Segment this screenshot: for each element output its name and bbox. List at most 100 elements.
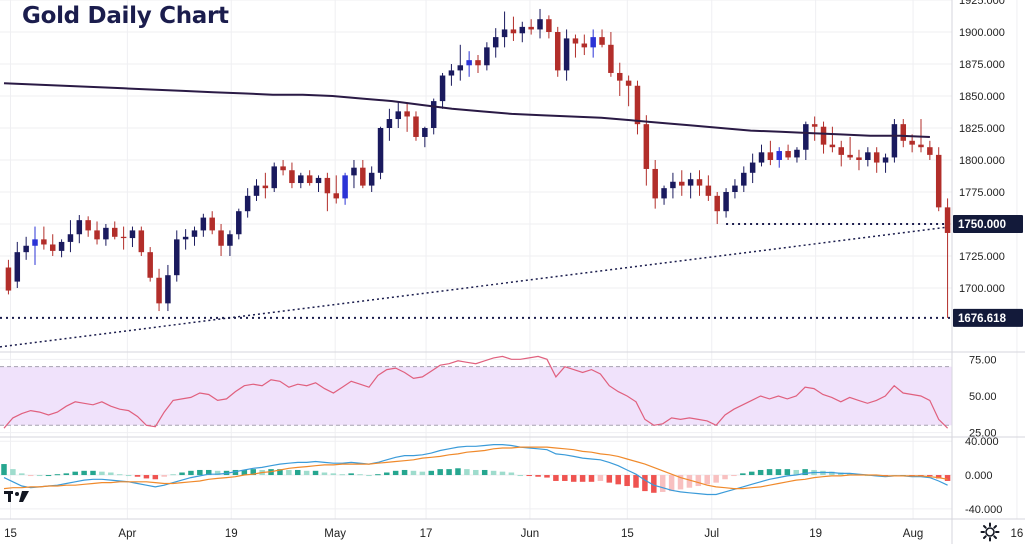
x-tick-label: 19 <box>225 528 238 540</box>
candle <box>785 151 791 158</box>
price-tick-label: 1800.000 <box>959 155 1005 167</box>
macd-histogram-bar <box>1 464 7 476</box>
candle <box>679 181 685 186</box>
candle <box>519 26 526 34</box>
macd-histogram-bar <box>99 471 105 476</box>
macd-histogram-bar <box>713 475 719 483</box>
price-label-box <box>953 308 1023 327</box>
macd-histogram-bar <box>81 470 87 476</box>
macd-histogram-bar <box>312 470 319 476</box>
price-tick-label: 1725.000 <box>959 251 1005 263</box>
price-tick-label: 1900.000 <box>959 27 1005 39</box>
candle <box>138 230 145 253</box>
candle <box>723 192 729 212</box>
macd-histogram-bar <box>45 475 52 477</box>
candle <box>741 172 747 186</box>
macd-histogram-bar <box>757 469 764 476</box>
macd-histogram-bar <box>286 469 292 476</box>
macd-histogram-bar <box>481 469 488 476</box>
candle <box>537 19 543 30</box>
candle <box>457 65 464 71</box>
macd-histogram-bar <box>188 470 194 476</box>
candle <box>5 267 12 291</box>
candle <box>794 149 800 158</box>
settings-gear-icon[interactable] <box>980 522 1000 542</box>
macd-tick-label: -40.000 <box>965 504 1002 516</box>
macd-histogram-bar <box>615 475 621 485</box>
macd-histogram-bar <box>695 475 702 487</box>
macd-histogram-bar <box>197 469 203 476</box>
macd-histogram-bar <box>659 475 666 492</box>
candle <box>758 152 765 163</box>
candle <box>306 175 313 184</box>
candle <box>67 234 74 242</box>
candle <box>112 227 118 237</box>
candle <box>918 144 924 148</box>
macd-histogram-bar <box>392 470 399 476</box>
macd-histogram-bar <box>935 475 942 479</box>
candle <box>687 179 694 186</box>
candle <box>147 252 153 278</box>
macd-histogram-bar <box>108 472 114 476</box>
rsi-panel <box>3 355 949 429</box>
macd-histogram-bar <box>775 469 782 476</box>
candle <box>413 116 419 137</box>
candle <box>439 75 446 102</box>
candle <box>882 157 889 163</box>
candle <box>315 177 322 184</box>
candle <box>23 245 29 253</box>
candle <box>900 124 907 141</box>
macd-histogram-bar <box>321 472 328 476</box>
x-tick-label: Apr <box>118 528 136 540</box>
macd-histogram-bar <box>446 469 452 476</box>
candle <box>342 175 348 199</box>
macd-histogram-bar <box>428 470 435 476</box>
candle <box>811 124 818 127</box>
macd-histogram-bar <box>651 475 657 493</box>
macd-histogram-bar <box>802 469 808 476</box>
price-label-text: 1676.618 <box>958 313 1007 325</box>
macd-histogram-bar <box>401 469 408 476</box>
macd-histogram-bar <box>846 473 853 476</box>
candle <box>262 185 269 189</box>
candle <box>546 19 552 32</box>
macd-histogram-bar <box>508 472 515 476</box>
macd-histogram-bar <box>526 475 532 477</box>
x-tick-label: Jul <box>704 528 719 540</box>
candle <box>909 140 915 145</box>
candle <box>590 37 596 48</box>
price-label-box <box>953 215 1023 233</box>
macd-line <box>3 444 948 496</box>
candle <box>280 166 286 171</box>
price-tick-label: 1875.000 <box>959 59 1005 71</box>
macd-histogram-bar <box>205 469 212 476</box>
candle <box>873 152 880 163</box>
candle <box>767 152 774 160</box>
price-tick-label: 1825.000 <box>959 123 1005 135</box>
candle <box>377 128 384 173</box>
macd-histogram-bar <box>437 469 443 476</box>
macd-histogram-bar <box>63 473 70 476</box>
candle <box>244 195 251 212</box>
macd-tick-label: 40.000 <box>965 436 999 448</box>
candle <box>430 101 437 128</box>
macd-histogram-bar <box>829 471 835 476</box>
tradingview-logo-icon <box>4 491 29 502</box>
candle <box>76 220 83 235</box>
macd-histogram-bar <box>170 474 176 476</box>
candle <box>563 38 570 71</box>
macd-histogram-bar <box>731 475 737 477</box>
macd-histogram-bar <box>642 475 648 492</box>
macd-histogram-bar <box>90 470 96 476</box>
candle <box>749 162 756 173</box>
macd-histogram-bar <box>295 469 301 476</box>
macd-histogram-bar <box>784 469 791 476</box>
macd-histogram-bar <box>544 475 550 478</box>
macd-histogram-bar <box>72 471 78 476</box>
macd-histogram-bar <box>748 471 755 476</box>
macd-histogram-bar <box>143 475 150 479</box>
candle <box>271 166 277 189</box>
candle <box>333 193 339 199</box>
candle <box>448 70 455 76</box>
candle <box>475 60 481 66</box>
